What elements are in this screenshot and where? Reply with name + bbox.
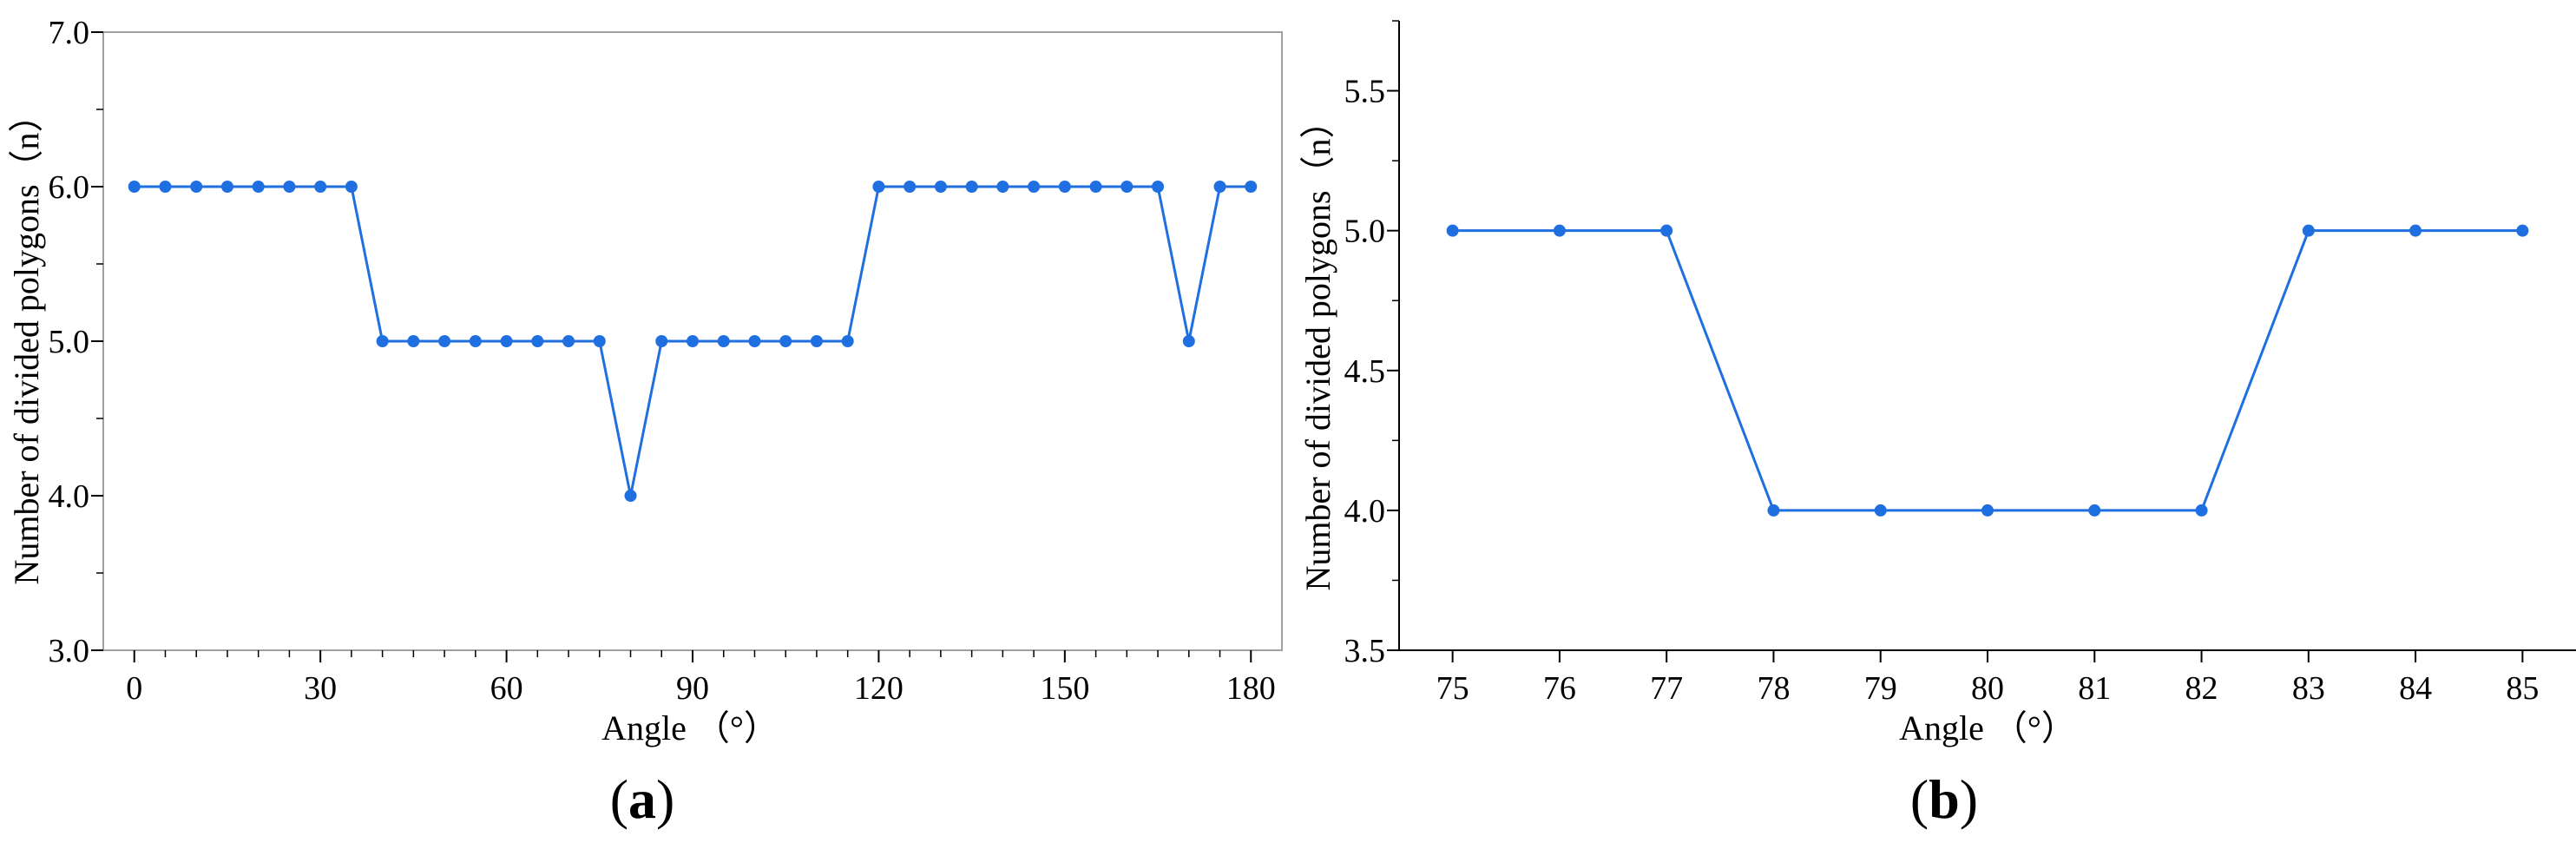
a-data-point [407, 335, 420, 347]
a-data-point [562, 335, 575, 347]
panel-b-letter: b [1929, 768, 1960, 830]
a-x-tick-label: 150 [1040, 670, 1089, 707]
a-x-tick-label: 180 [1226, 670, 1276, 707]
panel-a-y-axis-title: Number of divided polygons（n） [7, 97, 46, 584]
panel-b-y-axis-title: Number of divided polygons（n） [1298, 103, 1337, 590]
a-data-point [593, 335, 606, 347]
panel-a-x-axis-title: Angle （°） [601, 708, 779, 748]
b-data-point [2195, 504, 2208, 517]
b-data-point [1660, 224, 1673, 237]
a-data-point [376, 335, 389, 347]
a-data-point [1058, 181, 1071, 193]
b-data-point [1874, 504, 1887, 517]
b-x-tick-label: 77 [1650, 670, 1683, 707]
a-y-tick-label: 3.0 [49, 633, 90, 669]
a-data-point [872, 181, 885, 193]
a-x-tick-label: 30 [304, 670, 337, 707]
b-data-point [1767, 504, 1780, 517]
a-data-point [1120, 181, 1134, 193]
a-data-point [717, 335, 730, 347]
a-data-point [1089, 181, 1102, 193]
b-y-tick-label: 4.0 [1344, 493, 1386, 530]
a-data-point [1182, 335, 1195, 347]
panel-b-label: (b) [1910, 768, 1978, 830]
b-data-point [1446, 224, 1459, 237]
b-y-tick-label: 5.0 [1344, 214, 1386, 250]
b-x-tick-label: 79 [1864, 670, 1897, 707]
a-y-tick-label: 6.0 [49, 169, 90, 206]
b-data-point [2302, 224, 2315, 237]
b-x-tick-label: 78 [1757, 670, 1790, 707]
b-x-tick-label: 81 [2078, 670, 2111, 707]
a-data-point [655, 335, 668, 347]
b-data-point [1981, 504, 1994, 517]
a-data-point [220, 181, 233, 193]
a-data-point [531, 335, 544, 347]
b-y-tick-label: 5.5 [1344, 74, 1386, 110]
panel-a-letter: a [628, 768, 656, 830]
a-x-tick-label: 120 [854, 670, 904, 707]
b-data-point [1553, 224, 1566, 237]
a-data-point [128, 181, 141, 193]
a-data-point [810, 335, 823, 347]
a-data-point [190, 181, 203, 193]
a-data-point [1028, 181, 1041, 193]
a-data-point [1152, 181, 1165, 193]
b-y-tick-label: 4.5 [1344, 353, 1386, 390]
panel-b-chart: 75 76 77 78 79 80 81 82 83 84 85 3.5 4.0 4.5 5.0 5.5 A… [1298, 20, 2576, 830]
b-x-tick-label: 82 [2185, 670, 2218, 707]
b-y-tick-label: 3.5 [1344, 633, 1386, 669]
a-data-point [687, 335, 699, 347]
b-x-tick-label: 83 [2292, 670, 2325, 707]
a-data-point [500, 335, 513, 347]
a-data-point [624, 490, 637, 502]
panel-a-chart: 0 30 60 90 120 150 180 3.0 4.0 5.0 6.0 7.0 Angle （… [7, 15, 1283, 830]
a-data-point [841, 335, 854, 347]
b-data-point [2409, 224, 2422, 237]
a-data-point [283, 181, 296, 193]
a-data-point [748, 335, 761, 347]
b-data-point [2088, 504, 2101, 517]
a-y-tick-label: 7.0 [49, 15, 90, 51]
a-data-point [252, 181, 265, 193]
a-data-point [904, 181, 917, 193]
panel-b-x-axis-title: Angle （°） [1899, 708, 2076, 748]
b-x-tick-label: 76 [1543, 670, 1576, 707]
a-data-point [965, 181, 978, 193]
a-data-point [314, 181, 327, 193]
b-x-tick-label: 75 [1436, 670, 1469, 707]
panel-a-label: (a) [610, 768, 675, 830]
b-data-point [2516, 224, 2529, 237]
a-data-point [996, 181, 1009, 193]
a-y-tick-label: 4.0 [49, 478, 90, 515]
a-data-point [934, 181, 947, 193]
a-data-point [1245, 181, 1258, 193]
a-data-point [159, 181, 172, 193]
a-x-tick-label: 0 [126, 670, 142, 707]
a-data-point [779, 335, 792, 347]
b-x-tick-label: 84 [2399, 670, 2432, 707]
a-data-point [438, 335, 451, 347]
b-x-tick-label: 85 [2506, 670, 2539, 707]
a-x-tick-label: 60 [490, 670, 523, 707]
a-data-point [345, 181, 358, 193]
a-x-tick-label: 90 [676, 670, 709, 707]
b-x-tick-label: 80 [1971, 670, 2004, 707]
a-data-point [1213, 181, 1226, 193]
a-data-point [469, 335, 482, 347]
a-y-tick-label: 5.0 [49, 324, 90, 360]
